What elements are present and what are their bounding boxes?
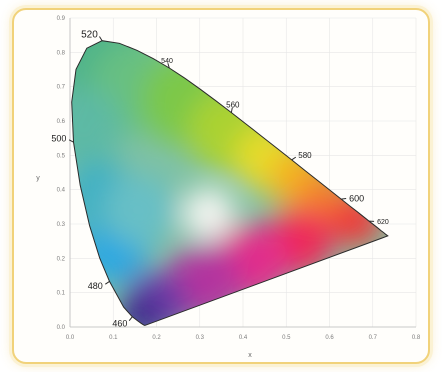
color-blob-17 <box>182 187 235 240</box>
x-tick-label-0: 0.0 <box>66 335 75 341</box>
y-axis-label: y <box>36 175 40 182</box>
color-blob-2 <box>71 87 123 168</box>
wavelength-label-8: 460 <box>112 318 127 328</box>
wavelength-label-0: 520 <box>81 29 98 40</box>
wavelength-tick-1 <box>167 63 170 69</box>
wavelength-tick-0 <box>99 36 103 41</box>
wavelength-label-6: 500 <box>51 134 66 144</box>
color-blob-16 <box>103 174 176 247</box>
y-tick-label-5: 0.5 <box>57 153 66 159</box>
wavelength-label-2: 560 <box>226 101 240 110</box>
color-blob-13 <box>117 294 162 326</box>
wavelength-tick-2 <box>230 107 233 113</box>
wavelength-tick-6 <box>68 139 74 143</box>
y-tick-label-0: 0.0 <box>57 325 66 331</box>
x-tick-label-3: 0.3 <box>196 335 205 341</box>
y-tick-label-7: 0.7 <box>57 85 66 91</box>
wavelength-tick-7 <box>105 281 110 285</box>
y-tick-label-1: 0.1 <box>57 291 66 297</box>
x-tick-label-7: 0.7 <box>369 335 378 341</box>
spectral-locus <box>71 40 389 326</box>
y-tick-label-3: 0.3 <box>57 222 66 228</box>
wavelength-label-3: 580 <box>298 151 312 160</box>
x-tick-label-2: 0.2 <box>152 335 161 341</box>
y-tick-label-4: 0.4 <box>57 188 66 194</box>
x-tick-label-8: 0.8 <box>412 335 421 341</box>
tick-labels: 0.0 0.1 0.2 0.3 0.4 0.5 0.6 0.7 0.8 0.0 0.1 0.2 0.3 0… <box>57 16 421 341</box>
wavelength-label-7: 480 <box>88 281 103 291</box>
wavelength-labels: 520 540 560 580 600 620 500 480 460 <box>51 29 388 328</box>
wavelength-label-4: 600 <box>349 193 364 203</box>
axes <box>69 18 416 328</box>
wavelength-tick-3 <box>291 156 297 161</box>
wavelength-label-5: 620 <box>377 219 389 226</box>
wavelength-tick-4 <box>341 198 347 200</box>
y-tick-label-6: 0.6 <box>57 119 66 125</box>
wavelength-tick-8 <box>128 316 133 322</box>
x-axis-label: x <box>248 352 252 359</box>
x-tick-label-6: 0.6 <box>325 335 334 341</box>
x-tick-label-4: 0.4 <box>239 335 248 341</box>
y-tick-label-2: 0.2 <box>57 256 66 262</box>
y-tick-label-9: 0.9 <box>57 16 66 22</box>
y-tick-label-8: 0.8 <box>57 50 66 56</box>
x-tick-label-1: 0.1 <box>109 335 118 341</box>
wavelength-label-1: 540 <box>161 58 173 65</box>
x-tick-label-5: 0.5 <box>282 335 291 341</box>
